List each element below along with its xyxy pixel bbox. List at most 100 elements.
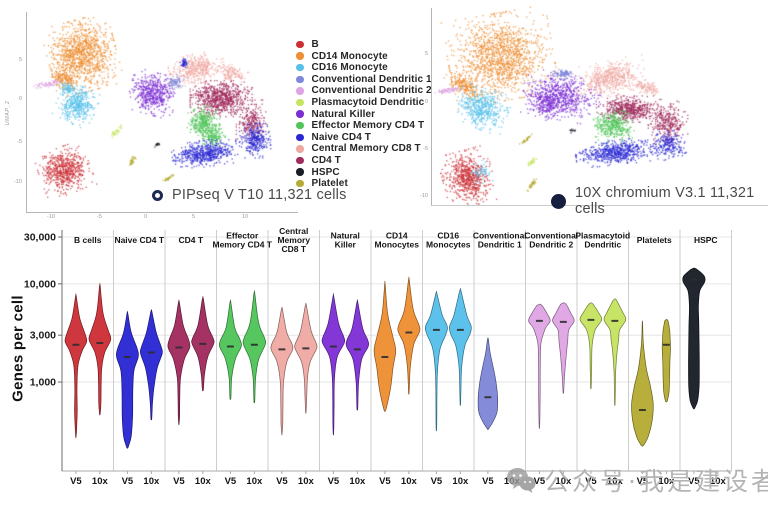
facet-label: Memory CD4 T xyxy=(212,240,272,250)
umap-right-caption-text: 10X chromium V3.1 11,321 cells xyxy=(575,185,755,217)
x-tick-label: 10x xyxy=(246,476,263,487)
umap-tick-label: -10 xyxy=(14,179,22,185)
violin xyxy=(218,299,242,400)
median-marker xyxy=(405,331,413,334)
violin xyxy=(631,320,654,447)
violin xyxy=(116,310,139,449)
facet-label: B cells xyxy=(74,235,102,245)
legend-item: CD14 Monocyte xyxy=(296,51,432,62)
legend-item: Conventional Dendritic 1 xyxy=(296,73,432,85)
umap-tick-label: 5 xyxy=(192,214,196,220)
legend-item: Plasmacytoid Dendritic xyxy=(296,96,432,108)
median-marker xyxy=(329,345,337,348)
legend-dot-icon xyxy=(296,75,304,84)
facet-label: Dendritic 2 xyxy=(529,240,573,250)
violin xyxy=(294,302,318,414)
violin-plot-panel: B cells V5 10x Naive CD4 T V5 10x CD4 T V5 10x Ef… xyxy=(0,222,768,516)
violin xyxy=(579,302,603,390)
median-marker xyxy=(96,341,104,344)
legend-dot-icon xyxy=(296,110,304,118)
x-tick-label: 10x xyxy=(401,476,418,487)
legend-item-label: Conventional Dendritic 2 xyxy=(311,85,432,97)
x-tick-label: V5 xyxy=(276,476,288,487)
legend-dot-icon xyxy=(296,52,304,60)
x-tick-label: V5 xyxy=(534,476,546,487)
median-marker xyxy=(662,343,670,346)
facet-label: Platelets xyxy=(637,235,672,245)
umap-left-y-axis xyxy=(26,12,27,212)
y-tick-label: 30,000 xyxy=(24,232,56,244)
umap-left-scatter xyxy=(0,0,310,222)
violin xyxy=(425,290,448,432)
legend-item-label: Plasmacytoid Dendritic xyxy=(311,96,425,108)
median-marker xyxy=(353,348,361,351)
open-circle-icon xyxy=(152,189,163,201)
umap-tick-label: 5 xyxy=(424,51,428,57)
filled-circle-icon xyxy=(551,193,566,209)
violin xyxy=(321,293,346,436)
legend-dot-icon xyxy=(296,179,304,188)
x-tick-label: V5 xyxy=(328,476,340,487)
legend-dot-icon xyxy=(296,87,304,95)
violin-y-axis-title: Genes per cell xyxy=(9,295,27,402)
facet-label: Monocytes xyxy=(426,240,471,250)
median-marker xyxy=(199,342,207,345)
legend-item-label: CD4 T xyxy=(311,154,341,166)
facet-label: CD4 T xyxy=(178,235,203,245)
umap-tick-label: -10 xyxy=(420,193,428,199)
umap-right-x-axis xyxy=(431,205,768,206)
umap-right-panel: 5 0 -5 -10 xyxy=(420,0,768,222)
median-marker xyxy=(456,328,464,331)
facet-label: Dendritic xyxy=(584,240,621,250)
legend-item: Natural Killer xyxy=(296,109,432,120)
umap-tick-label: -5 xyxy=(97,214,102,220)
x-tick-label: 10x xyxy=(452,476,469,487)
y-tick-label: 10,000 xyxy=(24,278,56,290)
umap-left-caption-text: PIPseq V T10 11,321 cells xyxy=(172,187,347,203)
legend-item-label: Effector Memory CD4 T xyxy=(311,120,425,132)
median-marker xyxy=(278,348,286,351)
median-marker xyxy=(484,396,492,399)
facet-label: HSPC xyxy=(694,235,718,245)
x-tick-label: 10x xyxy=(555,476,572,487)
x-tick-label: 10x xyxy=(298,476,315,487)
legend-item: B xyxy=(296,39,432,50)
x-tick-label: V5 xyxy=(431,476,443,487)
median-marker xyxy=(123,355,131,358)
umap-tick-label: 0 xyxy=(424,99,428,105)
legend-item: Effector Memory CD4 T xyxy=(296,120,432,132)
facet-label: Natural xyxy=(331,231,360,241)
violin xyxy=(552,302,575,394)
legend-item-label: Conventional Dendritic 1 xyxy=(311,73,432,85)
facet-label: Conventional xyxy=(524,231,578,241)
x-tick-label: 10x xyxy=(195,476,212,487)
x-tick-label: V5 xyxy=(173,476,185,487)
umap-right-y-axis xyxy=(431,8,432,205)
umap-tick-label: -5 xyxy=(17,139,22,145)
violin xyxy=(397,276,421,395)
violin-plot: B cells V5 10x Naive CD4 T V5 10x CD4 T V5 10x Ef… xyxy=(24,226,732,487)
legend-item-label: CD16 Monocyte xyxy=(311,62,388,74)
facet-label: Plasmacytoid xyxy=(575,231,630,241)
legend-item: Platelet xyxy=(296,178,432,190)
violin xyxy=(603,298,627,406)
violin xyxy=(528,303,551,429)
x-tick-label: 10x xyxy=(92,476,109,487)
y-tick-label: 1,000 xyxy=(30,377,56,389)
facet-label: Monocytes xyxy=(375,240,420,250)
violin xyxy=(373,280,397,412)
median-marker xyxy=(559,320,567,323)
legend-item: CD16 Monocyte xyxy=(296,62,432,74)
median-marker xyxy=(638,408,646,411)
median-marker xyxy=(72,343,80,346)
x-tick-label: V5 xyxy=(122,476,134,487)
facet-label: Effector xyxy=(226,231,259,241)
violin xyxy=(270,306,294,436)
median-marker xyxy=(226,345,234,348)
x-tick-label: V5 xyxy=(482,476,494,487)
legend-item-label: HSPC xyxy=(311,166,340,178)
legend-item-label: Platelet xyxy=(311,178,348,190)
umap-tick-label: 0 xyxy=(18,96,22,102)
median-marker xyxy=(250,343,258,346)
